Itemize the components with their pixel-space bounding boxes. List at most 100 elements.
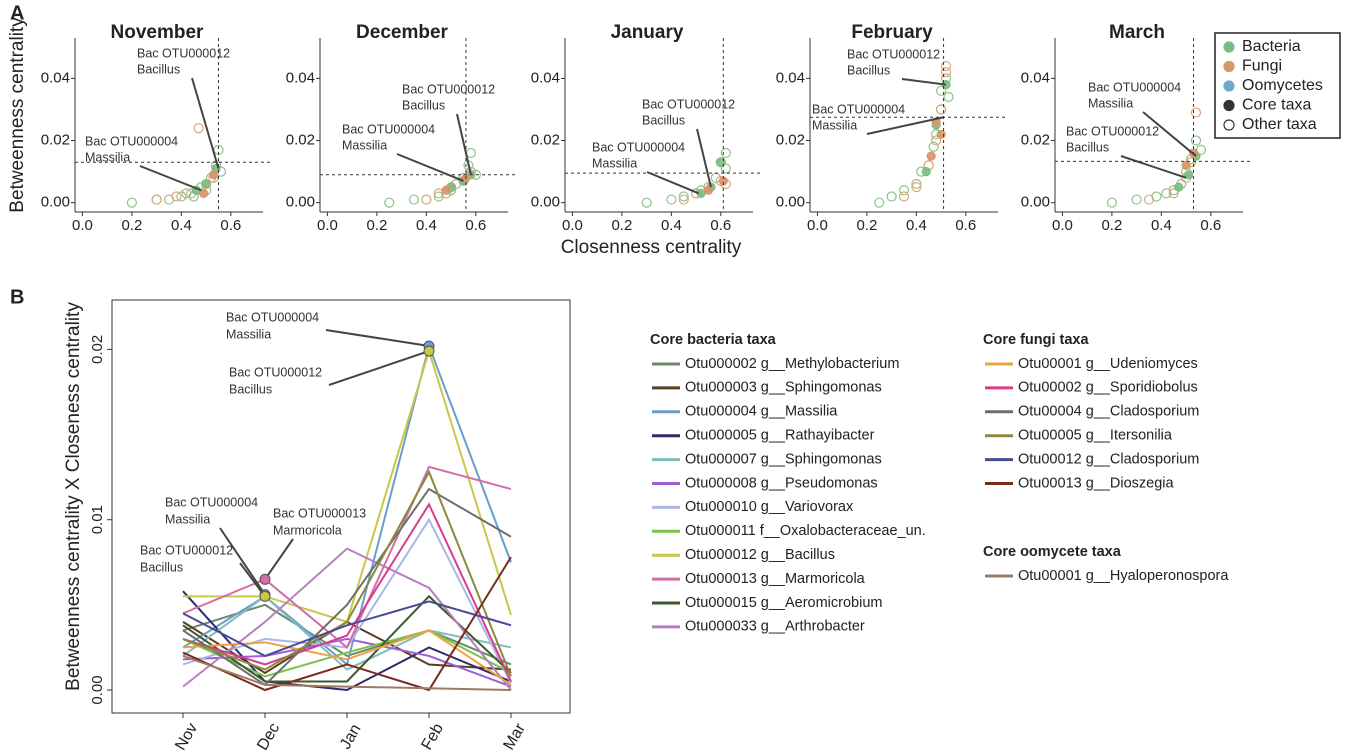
x-tick-label: 0.4 xyxy=(906,217,927,234)
annotation: Bac OTU000004 xyxy=(165,495,258,509)
annotation: Bac OTU000004 xyxy=(592,140,685,154)
annotation: Massilia xyxy=(1088,96,1133,110)
annotation: Massilia xyxy=(812,118,857,132)
x-tick-label: 0.6 xyxy=(465,217,486,234)
x-tick-label: 0.2 xyxy=(1101,217,1122,234)
annotation-leader xyxy=(456,113,472,175)
x-tick-label: 0.6 xyxy=(710,217,731,234)
legend-title: Core oomycete taxa xyxy=(983,544,1122,560)
x-tick-label: Mar xyxy=(501,720,530,753)
annotation: Massilia xyxy=(226,327,271,341)
plot-frame xyxy=(111,299,571,714)
chart-title: February xyxy=(851,22,933,43)
annotation: Bac OTU000012 xyxy=(137,46,230,60)
y-axis-label: Betweenness centrality X Closeness centr… xyxy=(63,302,84,691)
annotation: Bac OTU000012 xyxy=(847,47,940,61)
annotation: Bacillus xyxy=(847,63,890,77)
point xyxy=(898,185,910,196)
point xyxy=(1181,160,1191,170)
y-tick-label: 0.00 xyxy=(776,194,805,211)
annotation: Bacillus xyxy=(137,62,180,76)
x-tick-label: Feb xyxy=(419,721,448,753)
x-tick-label: 0.2 xyxy=(121,217,142,234)
annotation-leader xyxy=(396,153,464,182)
point xyxy=(940,67,952,78)
panel-label: B xyxy=(10,286,24,308)
y-tick-label: 0.04 xyxy=(41,69,70,86)
legend-label: Otu000003 g__Sphingomonas xyxy=(685,380,882,396)
x-tick-label: 0.2 xyxy=(366,217,387,234)
x-tick-label: Jan xyxy=(337,721,365,752)
highlight-point xyxy=(259,590,271,602)
annotation: Massilia xyxy=(592,156,637,170)
legend-marker xyxy=(1223,80,1235,92)
y-tick-label: 0.04 xyxy=(286,69,315,86)
annotation: Bac OTU000012 xyxy=(1066,124,1159,138)
highlight-point xyxy=(259,573,271,585)
point xyxy=(199,188,209,198)
point xyxy=(666,194,677,205)
point xyxy=(874,197,885,208)
legend-label: Otu00013 g__Dioszegia xyxy=(1018,475,1175,491)
series-line xyxy=(182,637,512,688)
point xyxy=(1174,182,1184,192)
y-tick-label: 0.04 xyxy=(776,69,805,86)
point xyxy=(171,191,182,202)
x-tick-label: 0.0 xyxy=(317,217,338,234)
series-line xyxy=(182,655,512,692)
legend-marker xyxy=(1223,41,1235,53)
annotation-leader xyxy=(191,77,220,169)
point xyxy=(208,170,219,180)
annotation: Bac OTU000004 xyxy=(226,310,319,324)
point xyxy=(1183,170,1194,180)
x-tick-label: 0.4 xyxy=(661,217,682,234)
annotation: Bacillus xyxy=(1066,140,1109,154)
legend-title: Core fungi taxa xyxy=(983,332,1089,348)
annotation: Bacillus xyxy=(229,382,272,396)
point xyxy=(1190,107,1202,118)
legend-label: Core taxa xyxy=(1242,97,1311,114)
annotation: Marmoricola xyxy=(273,523,342,537)
annotation: Massilia xyxy=(342,138,387,152)
legend-marker xyxy=(1223,99,1235,112)
point xyxy=(940,60,952,72)
annotation-leader xyxy=(239,562,266,597)
x-tick-label: 0.0 xyxy=(807,217,828,234)
series-line xyxy=(182,487,512,687)
annotation: Bac OTU000004 xyxy=(342,122,435,136)
annotation-leader xyxy=(1142,111,1197,157)
y-tick-label: 0.02 xyxy=(286,132,315,149)
legend-label: Otu00012 g__Cladosporium xyxy=(1018,451,1199,467)
annotation: Bacillus xyxy=(402,98,445,112)
point xyxy=(931,135,942,146)
point xyxy=(886,191,897,202)
y-tick-label: 0.00 xyxy=(531,194,560,211)
chart-title: January xyxy=(611,22,684,43)
point xyxy=(936,104,947,115)
y-tick-label: 0.02 xyxy=(41,132,70,149)
annotation-leader xyxy=(866,116,944,135)
legend-marker xyxy=(1223,60,1235,73)
y-tick-label: 0.04 xyxy=(1021,69,1050,86)
point xyxy=(720,163,731,174)
legend-label: Otu000015 g__Aeromicrobium xyxy=(685,595,882,611)
legend-label: Otu000005 g__Rathayibacter xyxy=(685,428,875,444)
annotation-leader xyxy=(646,171,699,195)
point xyxy=(678,194,689,205)
annotation-leader xyxy=(328,350,430,386)
series-line xyxy=(182,600,512,658)
point xyxy=(1131,194,1142,205)
y-tick-label: 0.00 xyxy=(286,194,315,211)
annotation-leader xyxy=(1120,155,1187,179)
x-axis-label: Closenness centrality xyxy=(561,237,742,258)
series-line xyxy=(182,502,512,682)
annotation: Bac OTU000004 xyxy=(1088,80,1181,94)
y-tick-label: 0.00 xyxy=(1021,194,1050,211)
y-tick-label: 0.02 xyxy=(89,335,106,364)
legend-label: Otu000012 g__Bacillus xyxy=(685,547,835,563)
chart-title: November xyxy=(111,22,205,43)
x-tick-label: Dec xyxy=(254,720,283,753)
legend-label: Otu000013 g__Marmoricola xyxy=(685,571,866,587)
legend-label: Bacteria xyxy=(1242,38,1301,55)
series-line xyxy=(182,629,512,686)
